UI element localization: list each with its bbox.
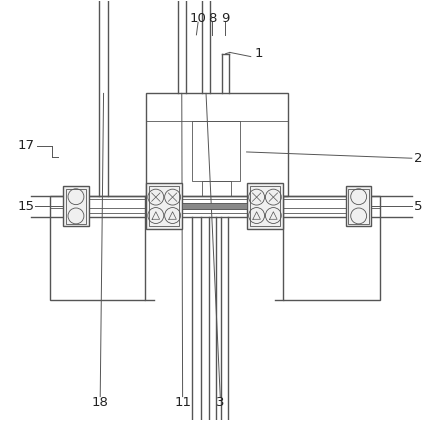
- Bar: [284, 196, 381, 301]
- Text: 18: 18: [92, 397, 109, 409]
- Text: 11: 11: [174, 397, 191, 409]
- Text: 3: 3: [216, 397, 225, 409]
- Bar: [247, 183, 283, 229]
- Bar: [146, 93, 288, 196]
- Text: 8: 8: [208, 12, 217, 24]
- Bar: [348, 189, 369, 224]
- Text: 17: 17: [17, 139, 34, 152]
- Bar: [192, 120, 240, 181]
- Text: 2: 2: [414, 152, 422, 165]
- Text: 15: 15: [17, 200, 34, 213]
- Text: 1: 1: [255, 47, 264, 60]
- Text: 5: 5: [414, 200, 422, 213]
- Text: 10: 10: [190, 12, 206, 24]
- Bar: [63, 187, 89, 226]
- Bar: [202, 181, 231, 196]
- Bar: [250, 186, 280, 226]
- Text: 9: 9: [221, 12, 229, 24]
- Bar: [346, 187, 371, 226]
- Bar: [66, 189, 86, 224]
- Bar: [182, 203, 247, 209]
- Bar: [50, 196, 145, 301]
- Bar: [149, 186, 179, 226]
- Bar: [147, 183, 182, 229]
